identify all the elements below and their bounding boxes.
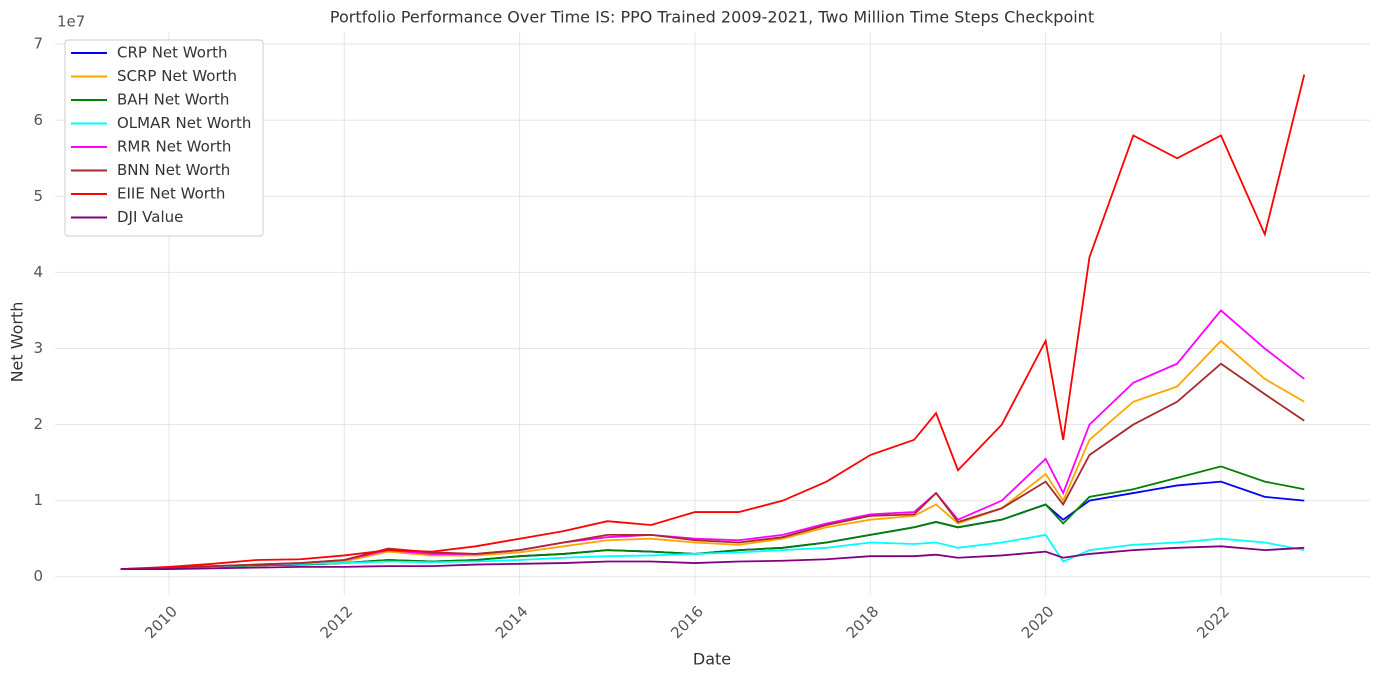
y-tick-label: 5 [33,187,43,205]
series-line [120,339,1305,571]
y-tick-label: 0 [33,567,43,585]
legend-label: CRP Net Worth [117,44,228,62]
x-tick-label: 2020 [1018,602,1058,642]
series-line [120,74,1306,571]
y-axis-label: Net Worth [8,302,27,383]
y-tick-label: 1 [33,491,43,509]
x-tick-label: 2012 [317,602,357,642]
x-tick-label: 2016 [667,602,707,642]
x-tick-label: 2014 [492,602,532,642]
series-line [120,309,1305,571]
chart-title: Portfolio Performance Over Time IS: PPO … [330,8,1094,27]
legend-label: BAH Net Worth [117,91,229,109]
series-line [120,533,1305,571]
legend-label: BNN Net Worth [117,161,230,179]
y-tick-label: 2 [33,415,43,433]
x-tick-label: 2018 [843,602,883,642]
legend: CRP Net Worth SCRP Net Worth BAH Net Worth… [64,39,264,237]
y-tick-label: 6 [33,111,43,129]
y-offset-label: 1e7 [57,13,85,31]
legend-label: SCRP Net Worth [117,67,237,85]
legend-label: OLMAR Net Worth [117,114,251,132]
x-axis-label: Date [693,650,731,669]
legend-label: RMR Net Worth [117,138,231,156]
y-tick-label: 3 [33,339,43,357]
x-tick-label: 2022 [1193,602,1233,642]
legend-label: EIIE Net Worth [117,185,225,203]
y-tick-label: 7 [33,35,43,53]
x-tick-label: 2010 [141,602,181,642]
series-line [120,545,1305,571]
legend-label: DJI Value [117,208,183,226]
series-line [120,362,1305,571]
series-line [120,480,1305,571]
y-tick-label: 4 [33,263,43,281]
legend-box [64,39,264,237]
